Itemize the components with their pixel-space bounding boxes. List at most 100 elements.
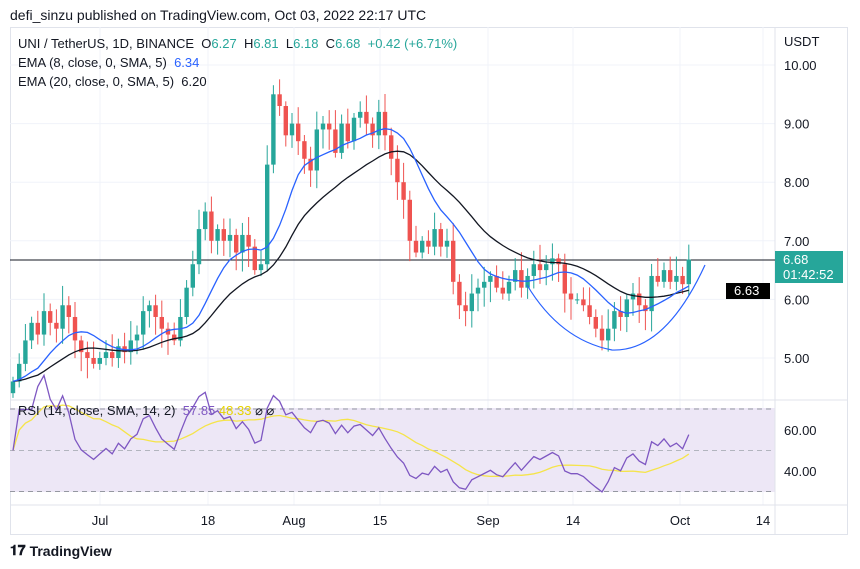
candle-up xyxy=(432,229,437,247)
ema20-label: EMA (20, close, 0, SMA, 5) xyxy=(18,74,175,89)
high-value: 6.81 xyxy=(253,36,279,51)
candle-up xyxy=(506,281,512,294)
candle-up xyxy=(550,258,555,265)
candle-down xyxy=(668,270,673,282)
candle-up xyxy=(265,164,270,265)
candle-down xyxy=(643,305,648,312)
candle-up xyxy=(661,270,667,282)
candle-down xyxy=(389,135,394,159)
candle-up xyxy=(17,363,22,382)
low-value: 6.18 xyxy=(293,36,319,51)
candle-up xyxy=(184,287,189,317)
candle-down xyxy=(333,129,338,153)
candle-down xyxy=(54,322,59,329)
candle-up xyxy=(630,293,636,300)
candle-up xyxy=(606,328,611,341)
tradingview-logo[interactable]: 𝟏𝟕 TradingView xyxy=(10,542,112,559)
open-label: O xyxy=(201,36,212,51)
candle-down xyxy=(556,258,561,265)
candle-down xyxy=(209,211,214,241)
candle-up xyxy=(314,129,319,171)
time-tick-label: 14 xyxy=(566,513,580,528)
candle-down xyxy=(519,270,524,288)
ema8-label: EMA (8, close, 0, SMA, 5) xyxy=(18,55,167,70)
candle-down xyxy=(587,305,592,317)
candle-up xyxy=(103,352,109,358)
candle-down xyxy=(79,340,84,353)
price-tick-label: 6.00 xyxy=(784,292,809,307)
candle-down xyxy=(364,111,369,124)
price-tick-label: 5.00 xyxy=(784,351,809,366)
currency-label: USDT xyxy=(784,34,820,49)
candle-up xyxy=(674,275,679,282)
price-tick-label: 10.00 xyxy=(784,58,817,73)
candle-up xyxy=(289,123,295,136)
candle-down xyxy=(395,158,400,183)
price-tick-label: 9.00 xyxy=(784,117,809,132)
rsi-legend[interactable]: RSI (14, close, SMA, 14, 2) 57.85 48.33 … xyxy=(18,403,274,419)
tv-logo-icon: 𝟏𝟕 xyxy=(10,542,26,558)
candle-up xyxy=(320,123,326,130)
candle-down xyxy=(568,293,574,300)
time-tick-label: Aug xyxy=(282,513,305,528)
candle-down xyxy=(165,328,171,335)
symbol-name[interactable]: UNI / TetherUS, 1D, BINANCE xyxy=(18,36,195,51)
time-tick-label: 18 xyxy=(201,513,215,528)
ema20-value: 6.20 xyxy=(181,74,207,89)
price-tick-label: 8.00 xyxy=(784,175,809,190)
ema-price-tag: 6.63 xyxy=(726,283,770,299)
ema20-line xyxy=(12,150,689,383)
candle-up xyxy=(203,211,208,230)
candle-down xyxy=(283,106,288,136)
open-value: 6.27 xyxy=(211,36,237,51)
candle-down xyxy=(451,240,456,282)
candle-down xyxy=(426,240,431,247)
candle-up xyxy=(624,299,629,317)
candle-up xyxy=(686,259,691,285)
candle-down xyxy=(345,123,350,142)
time-tick-label: Sep xyxy=(476,513,499,528)
candle-up xyxy=(513,270,518,282)
last-price: 6.68 xyxy=(783,252,809,267)
rsi-ma-value: 48.33 xyxy=(218,403,252,418)
time-tick-label: Jul xyxy=(92,513,109,528)
candle-down xyxy=(457,281,462,306)
candle-up xyxy=(544,264,549,271)
candle-up xyxy=(240,234,245,253)
candle-down xyxy=(382,111,388,136)
candle-down xyxy=(85,352,90,358)
candle-down xyxy=(159,316,164,329)
last-price-tag: 6.68 01:42:52 xyxy=(775,251,843,283)
candle-down xyxy=(655,275,660,282)
brand-name: TradingView xyxy=(29,542,112,559)
ema8-legend[interactable]: EMA (8, close, 0, SMA, 5) 6.34 xyxy=(18,55,199,70)
bar-countdown: 01:42:52 xyxy=(783,267,834,282)
candle-down xyxy=(407,199,412,241)
ema20-legend[interactable]: EMA (20, close, 0, SMA, 5) 6.20 xyxy=(18,74,207,89)
candle-up xyxy=(196,229,202,265)
candle-down xyxy=(618,311,623,317)
candle-down xyxy=(35,322,40,335)
time-tick-label: Oct xyxy=(670,513,691,528)
candle-up xyxy=(215,229,220,241)
chart-frame[interactable] xyxy=(10,27,848,535)
candle-up xyxy=(649,275,654,312)
close-label: C xyxy=(325,36,336,51)
candle-down xyxy=(581,299,586,306)
candle-up xyxy=(190,264,195,288)
candle-down xyxy=(494,275,499,288)
candle-up xyxy=(531,264,536,276)
candle-up xyxy=(10,381,16,394)
candle-up xyxy=(488,275,493,282)
candle-up xyxy=(227,234,233,241)
candle-down xyxy=(72,316,78,341)
candle-down xyxy=(463,305,468,312)
candle-up xyxy=(475,287,481,294)
candle-down xyxy=(172,334,177,341)
cup-curve-drawing[interactable] xyxy=(526,264,706,351)
candle-up xyxy=(482,281,487,288)
candle-up xyxy=(116,346,121,358)
candle-down xyxy=(302,141,307,159)
candle-down xyxy=(48,311,53,323)
